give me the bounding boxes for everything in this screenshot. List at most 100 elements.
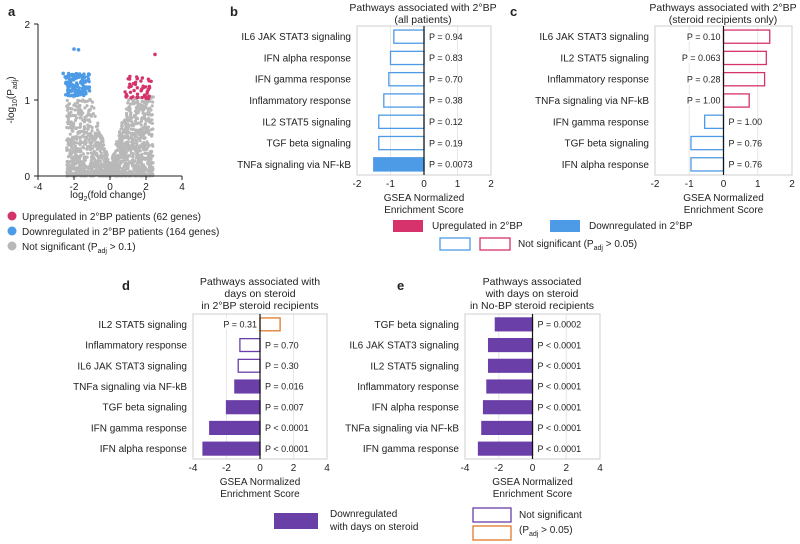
volcano-point-ns [78,170,82,174]
volcano-point-ns [88,97,92,101]
bar [239,337,261,353]
volcano-point-ns [151,127,155,131]
volcano-point-ns [126,143,130,147]
volcano-point-ns [142,163,146,167]
volcano-point-ns [65,148,69,152]
volcano-point-ns [73,151,77,155]
volcano-point-down [74,74,79,79]
p-value-label: P < 0.0001 [538,382,582,392]
volcano-point-ns [66,108,70,112]
volcano-point-ns [85,147,89,151]
category-label: TNFa signaling via NF-kB [345,423,459,434]
volcano-point-ns [144,167,148,172]
volcano-point-ns [85,104,89,108]
volcano-point-ns [68,106,72,111]
volcano-point-ns [139,123,143,127]
volcano-point-down [78,72,82,76]
p-value-label: P = 0.007 [265,402,304,412]
legend-top: Upregulated in 2°BP Downregulated in 2°B… [393,220,693,252]
volcano-point-ns [88,107,92,112]
volcano-point-ns [90,167,94,171]
p-value-label: P = 0.0002 [538,320,582,330]
volcano-point-ns [84,136,88,140]
volcano-point-ns [66,103,70,107]
volcano-point-ns [74,168,78,172]
x-tick-label: 0 [721,179,727,190]
volcano-point-ns [125,113,129,117]
p-value-label: P = 0.28 [687,74,721,84]
legend-up-swatch [393,220,423,232]
category-label: IFN gamma response [91,423,188,434]
category-label: Inflammatory response [249,96,351,107]
a-legend-ns-marker [7,241,17,251]
volcano-point-ns [114,168,118,172]
category-label: TGF beta signaling [565,139,650,150]
volcano-point-ns [75,134,79,139]
bar [487,358,534,373]
volcano-point-up [147,84,152,89]
volcano-point-ns [146,153,151,157]
volcano-point-up [144,96,148,101]
panel-c: c Pathways associated with 2°BP(steroid … [510,2,797,216]
p-value-label: P < 0.0001 [538,423,582,433]
panel-a-letter: a [8,4,16,19]
volcano-point-ns [118,170,122,174]
volcano-point-up [128,90,133,95]
volcano-point-ns [114,156,118,160]
category-label: TNFa signaling via NF-kB [535,96,649,107]
volcano-point-ns [123,151,127,156]
x-tick-label: 4 [597,463,603,474]
volcano-point-ns [139,160,143,164]
volcano-point-ns [135,153,139,157]
volcano-point-ns [130,139,134,143]
category-label: IL6 JAK STAT3 signaling [77,361,187,372]
legend-down-swatch [550,220,580,232]
category-label: TGF beta signaling [375,320,460,331]
legend-ns-orange-swatch [472,525,512,541]
volcano-point-ns [135,121,139,126]
volcano-point-ns [69,123,73,127]
volcano-point-ns [131,171,135,175]
category-label: IL6 JAK STAT3 signaling [539,32,649,43]
volcano-point-ns [100,168,104,172]
volcano-point-ns [123,121,127,125]
bar [494,317,534,332]
volcano-point-ns [120,168,125,172]
volcano-point-ns [141,134,145,138]
volcano-point-ns [104,150,108,154]
chart-title: Pathways associated with 2°BP [649,2,796,14]
volcano-point-ns [143,123,147,127]
volcano-point-down [75,85,79,89]
p-value-label: P < 0.0001 [265,444,309,454]
volcano-point-ns [82,146,86,150]
volcano-point-ns [128,117,133,121]
category-label: TGF beta signaling [103,403,188,414]
volcano-point-ns [132,166,136,170]
legend-ns-label: Not significant (Padj > 0.05) [518,239,637,252]
category-label: IFN gamma response [553,117,650,128]
p-value-label: P = 0.76 [729,138,763,148]
volcano-point-up [145,91,149,95]
volcano-point-ns [88,124,92,128]
volcano-point-ns [139,169,143,173]
volcano-point-ns [126,148,130,152]
x-axis-title: Enrichment Score [220,489,300,500]
volcano-point-down [72,47,76,51]
volcano-point-up [139,79,143,83]
volcano-point-ns [93,114,97,118]
volcano-point-ns [69,110,73,114]
volcano-point-ns [83,106,87,110]
volcano-point-ns [130,120,134,124]
volcano-point-down [77,92,82,97]
a-legend-down-marker [7,226,17,236]
bar [482,400,534,415]
volcano-point-ns [68,163,72,168]
panel-b: b Pathways associated with 2°BP(all pati… [230,2,497,216]
p-value-label: P < 0.0001 [538,340,582,350]
panel-e-letter: e [397,278,404,293]
volcano-point-up [135,92,140,96]
p-value-label: P = 1.00 [729,117,763,127]
bar [388,71,425,87]
volcano-point-ns [136,148,140,153]
chart-title: in 2°BP steroid recipients [201,300,318,312]
